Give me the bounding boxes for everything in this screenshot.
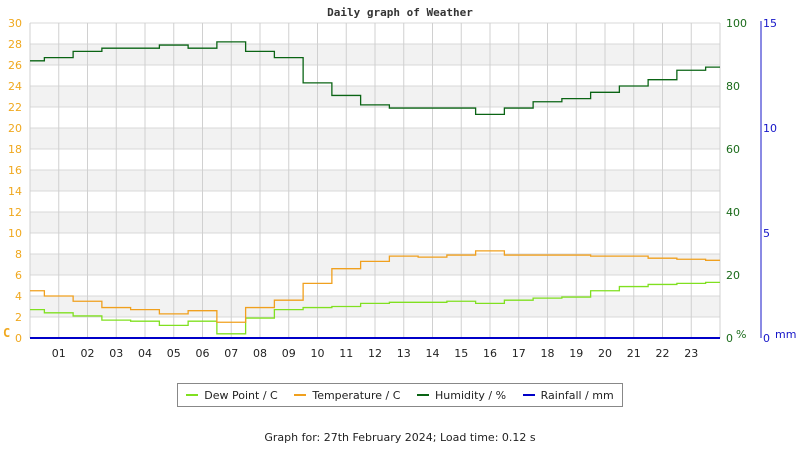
legend-item-temperature: Temperature / C: [294, 389, 400, 402]
x-tick-label: 08: [253, 347, 267, 360]
humidity-axis-unit: %: [736, 328, 746, 341]
x-tick-label: 05: [167, 347, 181, 360]
y-tick-label: 10: [8, 227, 22, 240]
x-tick-label: 21: [627, 347, 641, 360]
series-line-dew: [30, 281, 720, 335]
humidity-tick-label: 20: [726, 269, 740, 282]
dew-point-swatch-icon: [186, 394, 199, 396]
y-tick-label: 28: [8, 38, 22, 51]
y-tick-label: 4: [15, 290, 22, 303]
rain-tick-label: 15: [763, 17, 777, 30]
legend-item-humidity: Humidity / %: [417, 389, 506, 402]
humidity-tick-label: 80: [726, 80, 740, 93]
y-tick-label: 14: [8, 185, 22, 198]
y-tick-label: 2: [15, 311, 22, 324]
humidity-tick-label: 0: [726, 332, 733, 345]
x-tick-label: 19: [569, 347, 583, 360]
y-axis-unit-c: C: [3, 326, 10, 340]
y-tick-label: 12: [8, 206, 22, 219]
y-tick-label: 22: [8, 101, 22, 114]
x-tick-label: 18: [541, 347, 555, 360]
rainfall-swatch-icon: [522, 394, 535, 396]
x-tick-label: 20: [598, 347, 612, 360]
x-tick-label: 14: [426, 347, 440, 360]
legend-item-rainfall: Rainfall / mm: [522, 389, 614, 402]
temperature-swatch-icon: [294, 394, 307, 396]
rain-tick-label: 10: [763, 122, 777, 135]
y-tick-label: 16: [8, 164, 22, 177]
x-tick-label: 02: [81, 347, 95, 360]
humidity-swatch-icon: [417, 394, 430, 396]
x-tick-label: 15: [454, 347, 468, 360]
y-tick-label: 8: [15, 248, 22, 261]
x-tick-label: 07: [224, 347, 238, 360]
x-tick-label: 23: [684, 347, 698, 360]
x-tick-label: 12: [368, 347, 382, 360]
humidity-tick-label: 100: [726, 17, 747, 30]
y-tick-label: 30: [8, 17, 22, 30]
x-tick-label: 11: [339, 347, 353, 360]
legend: Dew Point / C Temperature / C Humidity /…: [177, 383, 623, 407]
x-tick-label: 17: [512, 347, 526, 360]
x-tick-label: 03: [109, 347, 123, 360]
graph-footer: Graph for: 27th February 2024; Load time…: [264, 431, 536, 444]
y-tick-label: 18: [8, 143, 22, 156]
x-tick-label: 22: [656, 347, 670, 360]
x-tick-label: 13: [397, 347, 411, 360]
chart-title: Daily graph of Weather: [327, 6, 473, 19]
legend-item-dew-point: Dew Point / C: [186, 389, 278, 402]
x-tick-label: 16: [483, 347, 497, 360]
y-tick-label: 20: [8, 122, 22, 135]
y-tick-label: 6: [15, 269, 22, 282]
x-tick-label: 04: [138, 347, 152, 360]
series-line-temperature: [30, 250, 720, 323]
humidity-tick-label: 60: [726, 143, 740, 156]
y-tick-label: 0: [15, 332, 22, 345]
x-tick-label: 10: [311, 347, 325, 360]
x-tick-label: 01: [52, 347, 66, 360]
rain-tick-label: 0: [763, 332, 770, 345]
series-line-humidity: [30, 41, 720, 115]
x-tick-label: 09: [282, 347, 296, 360]
rain-axis-unit: mm: [775, 328, 796, 341]
y-tick-label: 26: [8, 59, 22, 72]
x-tick-label: 06: [196, 347, 210, 360]
y-tick-label: 24: [8, 80, 22, 93]
rain-tick-label: 5: [763, 227, 770, 240]
humidity-tick-label: 40: [726, 206, 740, 219]
